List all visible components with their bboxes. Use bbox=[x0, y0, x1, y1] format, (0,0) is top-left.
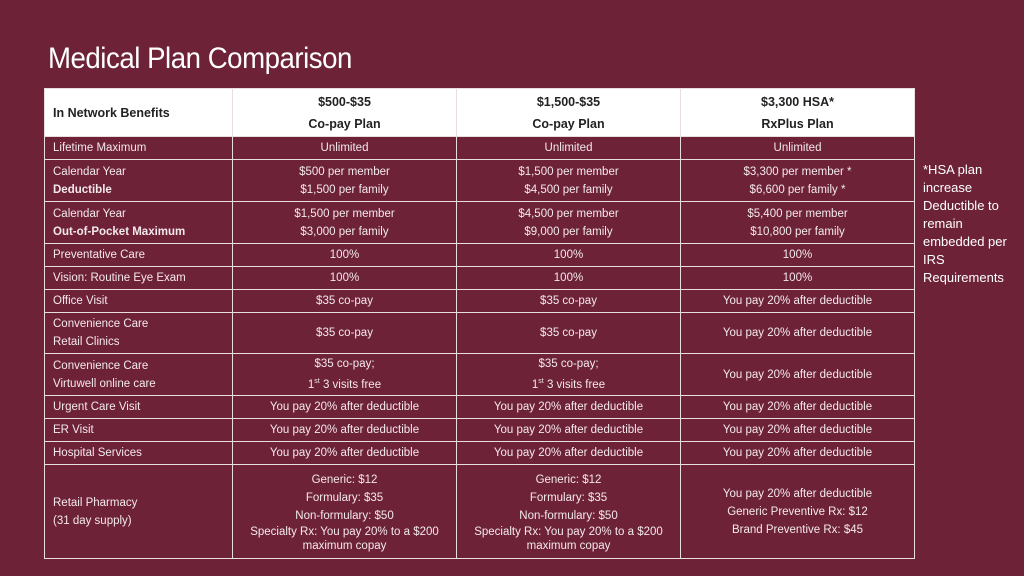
page-title: Medical Plan Comparison bbox=[48, 42, 352, 75]
benefit-label: Lifetime Maximum bbox=[44, 136, 233, 160]
benefit-label: ER Visit bbox=[44, 418, 233, 442]
table-row: Preventative Care 100% 100% 100% bbox=[44, 243, 915, 267]
plan-cell: You pay 20% after deductible bbox=[456, 395, 681, 419]
table-row: Office Visit $35 co-pay $35 co-pay You pay … bbox=[44, 289, 915, 313]
benefit-label: Urgent Care Visit bbox=[44, 395, 233, 419]
plan-comparison-table: In Network Benefits $500-$35 Co-pay Plan … bbox=[44, 88, 915, 559]
plan-cell: $35 co-pay bbox=[232, 289, 457, 313]
plan-cell: Unlimited bbox=[456, 136, 681, 160]
table-row: Hospital Services You pay 20% after deduc… bbox=[44, 441, 915, 465]
plan-cell: $35 co-pay bbox=[456, 289, 681, 313]
plan-cell: You pay 20% after deductible bbox=[232, 418, 457, 442]
plan-cell: $35 co-pay bbox=[232, 312, 457, 354]
plan-cell: Generic: $12 Formulary: $35 Non-formulary:… bbox=[232, 464, 457, 559]
benefit-label: Convenience Care Retail Clinics bbox=[44, 312, 233, 354]
plan-cell: You pay 20% after deductible bbox=[456, 418, 681, 442]
plan-cell: $3,300 per member * $6,600 per family * bbox=[680, 159, 915, 202]
plan-cell: You pay 20% after deductible Generic Prev… bbox=[680, 464, 915, 559]
benefit-label: Calendar Year Deductible bbox=[44, 159, 233, 202]
plan-cell: $35 co-pay; 1st 3 visits free bbox=[232, 353, 457, 396]
plan-header: $3,300 HSA* RxPlus Plan bbox=[680, 88, 915, 137]
table-header: In Network Benefits $500-$35 Co-pay Plan … bbox=[44, 88, 915, 137]
table-row: Retail Pharmacy (31 day supply) Generic: $… bbox=[44, 464, 915, 559]
table-row: Calendar Year Out-of-Pocket Maximum $1,500… bbox=[44, 201, 915, 244]
plan-cell: Unlimited bbox=[232, 136, 457, 160]
benefit-label: Office Visit bbox=[44, 289, 233, 313]
plan-cell: $1,500 per member $3,000 per family bbox=[232, 201, 457, 244]
plan-cell: $5,400 per member $10,800 per family bbox=[680, 201, 915, 244]
benefit-label: Preventative Care bbox=[44, 243, 233, 267]
plan-cell: 100% bbox=[456, 243, 681, 267]
hsa-footnote: *HSA plan increase Deductible to remain … bbox=[923, 162, 1007, 285]
plan-cell: 100% bbox=[232, 266, 457, 290]
plan-header: $1,500-$35 Co-pay Plan bbox=[456, 88, 681, 137]
plan-cell: $4,500 per member $9,000 per family bbox=[456, 201, 681, 244]
plan-cell: $500 per member $1,500 per family bbox=[232, 159, 457, 202]
table-row: Lifetime Maximum Unlimited Unlimited Unlimi… bbox=[44, 136, 915, 160]
plan-cell: 100% bbox=[680, 266, 915, 290]
plan-cell: You pay 20% after deductible bbox=[680, 395, 915, 419]
benefit-label: Vision: Routine Eye Exam bbox=[44, 266, 233, 290]
plan-cell: $35 co-pay; 1st 3 visits free bbox=[456, 353, 681, 396]
table-row: Convenience Care Retail Clinics $35 co-pay… bbox=[44, 312, 915, 354]
plan-cell: 100% bbox=[680, 243, 915, 267]
benefit-label: Calendar Year Out-of-Pocket Maximum bbox=[44, 201, 233, 244]
table-row: Convenience Care Virtuwell online care $35… bbox=[44, 353, 915, 396]
plan-cell: You pay 20% after deductible bbox=[680, 441, 915, 465]
plan-cell: You pay 20% after deductible bbox=[680, 353, 915, 396]
plan-cell: 100% bbox=[456, 266, 681, 290]
plan-cell: You pay 20% after deductible bbox=[232, 441, 457, 465]
plan-cell: 100% bbox=[232, 243, 457, 267]
table-row: ER Visit You pay 20% after deductible You … bbox=[44, 418, 915, 442]
benefit-label: Retail Pharmacy (31 day supply) bbox=[44, 464, 233, 559]
plan-cell: $1,500 per member $4,500 per family bbox=[456, 159, 681, 202]
plan-cell: Unlimited bbox=[680, 136, 915, 160]
benefits-header: In Network Benefits bbox=[44, 88, 233, 137]
table-row: Calendar Year Deductible $500 per member $1… bbox=[44, 159, 915, 202]
plan-cell: You pay 20% after deductible bbox=[456, 441, 681, 465]
table-row: Urgent Care Visit You pay 20% after deduc… bbox=[44, 395, 915, 419]
plan-cell: Generic: $12 Formulary: $35 Non-formulary:… bbox=[456, 464, 681, 559]
benefit-label: Convenience Care Virtuwell online care bbox=[44, 353, 233, 396]
benefit-label: Hospital Services bbox=[44, 441, 233, 465]
plan-cell: $35 co-pay bbox=[456, 312, 681, 354]
plan-header: $500-$35 Co-pay Plan bbox=[232, 88, 457, 137]
table-row: Vision: Routine Eye Exam 100% 100% 100% bbox=[44, 266, 915, 290]
plan-cell: You pay 20% after deductible bbox=[232, 395, 457, 419]
plan-cell: You pay 20% after deductible bbox=[680, 418, 915, 442]
plan-cell: You pay 20% after deductible bbox=[680, 312, 915, 354]
plan-cell: You pay 20% after deductible bbox=[680, 289, 915, 313]
